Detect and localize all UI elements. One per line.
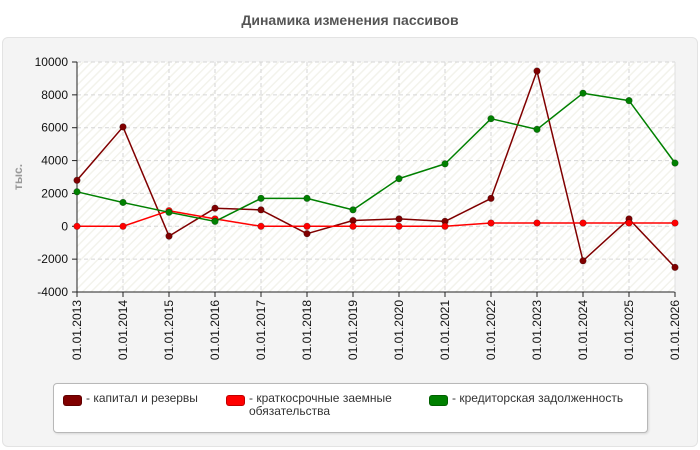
data-point-series-1 [579, 257, 587, 265]
legend-item-kreditorskaya: - кредиторская задолженность [429, 392, 623, 406]
data-point-series-3 [119, 198, 127, 207]
data-point-series-2 [487, 219, 495, 227]
data-point-series-1 [165, 232, 173, 240]
chart-title: Динамика изменения пассивов [241, 12, 459, 28]
series-layer [73, 67, 679, 271]
x-tick-label: 01.01.2019 [346, 300, 360, 360]
legend-label: - капитал и резервы [86, 391, 198, 405]
data-point-series-1 [73, 176, 81, 184]
data-point-series-3 [73, 188, 81, 196]
data-point-series-2 [395, 222, 403, 230]
legend-item-zaemnye: - краткосрочные заемные обязательства [226, 392, 392, 418]
x-tick-label: 01.01.2015 [162, 300, 176, 360]
data-point-series-2 [533, 219, 541, 227]
data-point-series-3 [487, 115, 495, 123]
y-tick-label: -4000 [37, 285, 68, 299]
data-point-series-2 [73, 222, 81, 230]
data-point-series-2 [257, 222, 265, 230]
data-point-series-3 [579, 89, 587, 97]
data-point-series-1 [303, 230, 311, 238]
legend-label: - кредиторская задолженность [452, 391, 624, 405]
data-point-series-3 [533, 125, 541, 133]
y-tick-label: 8000 [41, 88, 68, 102]
data-point-series-3 [257, 194, 265, 202]
series-line-3 [76, 92, 676, 223]
data-point-series-1 [395, 215, 403, 223]
legend-swatch [226, 395, 245, 406]
legend-swatch [63, 395, 82, 406]
plot-area [77, 62, 675, 292]
data-point-series-3 [441, 160, 449, 168]
x-tick-label: 01.01.2013 [70, 300, 84, 360]
data-point-series-3 [211, 217, 219, 225]
data-point-series-2 [441, 222, 449, 230]
y-axis-label: тыс. [11, 164, 25, 190]
data-point-series-1 [211, 204, 219, 212]
y-tick-label: 2000 [41, 186, 68, 200]
data-point-series-1 [257, 206, 265, 214]
series-line-1 [76, 70, 676, 268]
legend-swatch [429, 395, 448, 406]
data-point-series-2 [579, 219, 587, 227]
data-point-series-1 [119, 123, 127, 131]
data-point-series-2 [303, 222, 311, 230]
x-tick-label: 01.01.2018 [300, 300, 314, 360]
x-tick-label: 01.01.2014 [116, 300, 130, 360]
x-tick-label: 01.01.2025 [622, 300, 636, 360]
data-point-series-3 [671, 159, 679, 167]
data-point-series-3 [395, 175, 403, 183]
data-point-series-3 [349, 206, 357, 214]
y-tick-label: 10000 [35, 55, 69, 69]
chart-legend: - капитал и резервы - краткосрочные заем… [53, 383, 648, 433]
x-tick-label: 01.01.2023 [530, 300, 544, 360]
data-point-series-2 [119, 222, 127, 230]
x-tick-label: 01.01.2021 [438, 300, 452, 360]
y-tick-label: 6000 [41, 121, 68, 135]
data-point-series-2 [349, 222, 357, 230]
x-tick-label: 01.01.2020 [392, 300, 406, 360]
data-point-series-1 [671, 263, 679, 271]
y-tick-label: 4000 [41, 154, 68, 168]
series-line-2 [77, 209, 675, 228]
data-point-series-3 [165, 208, 173, 216]
y-tick-label: 0 [61, 219, 68, 233]
data-point-series-3 [303, 194, 311, 202]
legend-item-kapital: - капитал и резервы [63, 392, 198, 406]
data-point-series-1 [533, 67, 541, 75]
x-tick-label: 01.01.2016 [208, 300, 222, 360]
data-point-series-3 [625, 97, 633, 105]
data-point-series-1 [487, 194, 495, 202]
legend-label: - краткосрочные заемные обязательства [249, 391, 392, 418]
x-tick-label: 01.01.2022 [484, 300, 498, 360]
x-tick-label: 01.01.2017 [254, 300, 268, 360]
x-tick-label: 01.01.2024 [576, 300, 590, 360]
x-tick-label: 01.01.2026 [668, 300, 682, 360]
data-point-series-2 [625, 219, 633, 227]
y-tick-label: -2000 [37, 252, 68, 266]
data-point-series-2 [671, 219, 679, 227]
